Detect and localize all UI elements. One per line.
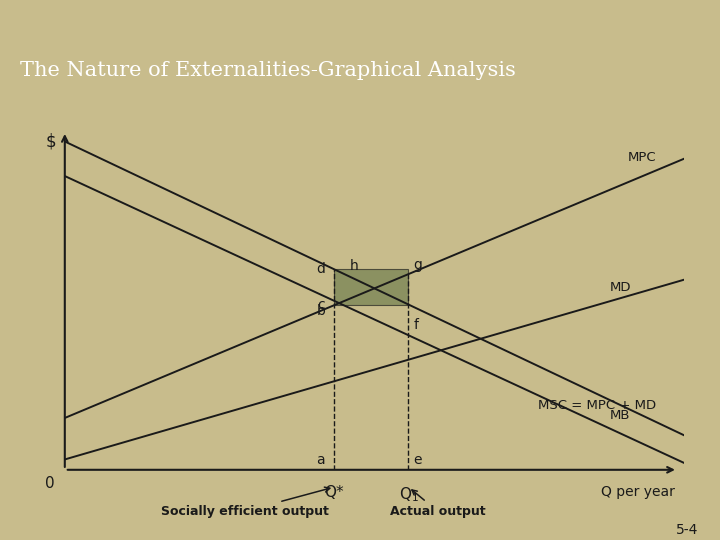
Text: $: $ <box>46 132 56 151</box>
Text: 0: 0 <box>45 476 54 491</box>
Text: Actual output: Actual output <box>390 490 485 518</box>
Bar <box>334 269 408 305</box>
Text: e: e <box>413 453 422 467</box>
Text: Q$_1$: Q$_1$ <box>398 485 418 504</box>
Text: The Nature of Externalities-Graphical Analysis: The Nature of Externalities-Graphical An… <box>19 61 516 80</box>
Text: 5-4: 5-4 <box>676 523 698 537</box>
Text: MD: MD <box>610 281 631 294</box>
Text: Q per year: Q per year <box>600 485 675 500</box>
Text: g: g <box>413 258 423 272</box>
Text: MPC: MPC <box>628 151 656 164</box>
Text: a: a <box>317 453 325 467</box>
Text: h: h <box>350 259 359 273</box>
Text: c: c <box>318 298 325 312</box>
Text: MB: MB <box>610 409 630 422</box>
Text: f: f <box>413 318 418 332</box>
Text: Q*: Q* <box>324 485 344 501</box>
Text: Socially efficient output: Socially efficient output <box>161 487 330 518</box>
Text: d: d <box>316 262 325 276</box>
Text: b: b <box>316 304 325 318</box>
Text: MSC = MPC + MD: MSC = MPC + MD <box>538 399 656 411</box>
